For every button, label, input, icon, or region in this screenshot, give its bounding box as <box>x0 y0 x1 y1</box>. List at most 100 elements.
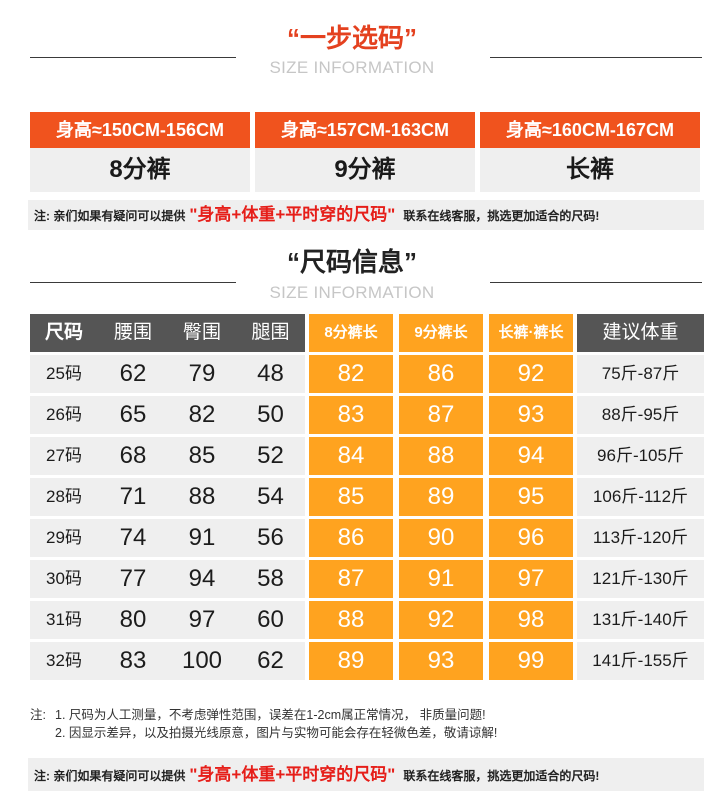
table-row: 29码 74 91 56 86 90 96 113斤-120斤 <box>30 519 704 557</box>
size-info-title: “尺码信息” <box>286 247 417 277</box>
thigh-cell: 58 <box>236 560 305 598</box>
height-range-label: 身高≈160CM-167CM <box>480 112 700 148</box>
note-suffix: 联系在线客服，挑选更加适合的尺码! <box>403 769 600 783</box>
waist-cell: 68 <box>98 437 168 475</box>
hip-cell: 97 <box>168 601 236 639</box>
divider-line-left <box>30 57 236 58</box>
length-8-cell: 85 <box>309 478 393 516</box>
header-length-8: 8分裤长 <box>309 314 393 352</box>
size-table: 尺码 腰围 臀围 腿围 8分裤长 9分裤长 长裤·裤长 建议体重 25码 62 … <box>30 314 704 680</box>
length-8-cell: 86 <box>309 519 393 557</box>
table-header-row: 尺码 腰围 臀围 腿围 8分裤长 9分裤长 长裤·裤长 建议体重 <box>30 314 704 352</box>
pant-length-label: 9分裤 <box>255 148 475 192</box>
thigh-cell: 60 <box>236 601 305 639</box>
length-9-cell: 86 <box>399 355 483 393</box>
thigh-cell: 52 <box>236 437 305 475</box>
weight-cell: 106斤-112斤 <box>577 478 704 516</box>
length-9-cell: 87 <box>399 396 483 434</box>
weight-cell: 131斤-140斤 <box>577 601 704 639</box>
note-item: 1. 尺码为人工测量，不考虑弹性范围，误差在1-2cm属正常情况， 非质量问题! <box>55 708 486 722</box>
fit-option-8: 身高≈150CM-156CM 8分裤 <box>30 112 250 192</box>
hip-cell: 79 <box>168 355 236 393</box>
length-8-cell: 84 <box>309 437 393 475</box>
length-8-cell: 89 <box>309 642 393 680</box>
note-prefix: 注: 亲们如果有疑问可以提供 <box>34 769 186 783</box>
thigh-cell: 62 <box>236 642 305 680</box>
notes-label: 注: <box>30 708 46 722</box>
table-row: 26码 65 82 50 83 87 93 88斤-95斤 <box>30 396 704 434</box>
hip-cell: 94 <box>168 560 236 598</box>
thigh-cell: 50 <box>236 396 305 434</box>
header-thigh: 腿围 <box>236 314 305 352</box>
note-highlight: "身高+体重+平时穿的尺码" <box>189 765 396 784</box>
height-range-label: 身高≈157CM-163CM <box>255 112 475 148</box>
waist-cell: 65 <box>98 396 168 434</box>
fit-option-full: 身高≈160CM-167CM 长裤 <box>480 112 700 192</box>
weight-cell: 113斤-120斤 <box>577 519 704 557</box>
length-full-cell: 97 <box>489 560 573 598</box>
size-selection-title: “一步选码” <box>286 23 417 53</box>
size-cell: 31码 <box>30 601 98 639</box>
length-9-cell: 93 <box>399 642 483 680</box>
hip-cell: 88 <box>168 478 236 516</box>
length-8-cell: 82 <box>309 355 393 393</box>
length-9-cell: 88 <box>399 437 483 475</box>
contact-note: 注: 亲们如果有疑问可以提供 "身高+体重+平时穿的尺码" 联系在线客服，挑选更加适… <box>28 200 704 230</box>
thigh-cell: 56 <box>236 519 305 557</box>
weight-cell: 96斤-105斤 <box>577 437 704 475</box>
thigh-cell: 48 <box>236 355 305 393</box>
size-cell: 25码 <box>30 355 98 393</box>
note-prefix: 注: 亲们如果有疑问可以提供 <box>34 209 186 223</box>
table-row: 32码 83 100 62 89 93 99 141斤-155斤 <box>30 642 704 680</box>
table-row: 27码 68 85 52 84 88 94 96斤-105斤 <box>30 437 704 475</box>
header-size: 尺码 <box>30 314 98 352</box>
size-cell: 32码 <box>30 642 98 680</box>
measurement-notes: 注: 1. 尺码为人工测量，不考虑弹性范围，误差在1-2cm属正常情况， 非质量… <box>30 706 700 746</box>
length-full-cell: 95 <box>489 478 573 516</box>
header-weight: 建议体重 <box>577 314 704 352</box>
waist-cell: 83 <box>98 642 168 680</box>
table-row: 30码 77 94 58 87 91 97 121斤-130斤 <box>30 560 704 598</box>
header-hip: 臀围 <box>168 314 236 352</box>
divider-line-left <box>30 282 236 283</box>
note-suffix: 联系在线客服，挑选更加适合的尺码! <box>403 209 600 223</box>
pant-length-label: 长裤 <box>480 148 700 192</box>
fit-option-9: 身高≈157CM-163CM 9分裤 <box>255 112 475 192</box>
hip-cell: 85 <box>168 437 236 475</box>
length-full-cell: 99 <box>489 642 573 680</box>
height-range-label: 身高≈150CM-156CM <box>30 112 250 148</box>
length-full-cell: 94 <box>489 437 573 475</box>
table-row: 31码 80 97 60 88 92 98 131斤-140斤 <box>30 601 704 639</box>
size-cell: 29码 <box>30 519 98 557</box>
weight-cell: 75斤-87斤 <box>577 355 704 393</box>
header-length-full: 长裤·裤长 <box>489 314 573 352</box>
divider-line-right <box>490 282 702 283</box>
size-cell: 27码 <box>30 437 98 475</box>
waist-cell: 74 <box>98 519 168 557</box>
length-8-cell: 83 <box>309 396 393 434</box>
hip-cell: 82 <box>168 396 236 434</box>
length-9-cell: 92 <box>399 601 483 639</box>
length-9-cell: 90 <box>399 519 483 557</box>
waist-cell: 77 <box>98 560 168 598</box>
weight-cell: 88斤-95斤 <box>577 396 704 434</box>
size-cell: 30码 <box>30 560 98 598</box>
thigh-cell: 54 <box>236 478 305 516</box>
header-waist: 腰围 <box>98 314 168 352</box>
length-8-cell: 87 <box>309 560 393 598</box>
header-length-9: 9分裤长 <box>399 314 483 352</box>
size-info-subtitle: SIZE INFORMATION <box>269 283 435 302</box>
weight-cell: 141斤-155斤 <box>577 642 704 680</box>
length-full-cell: 92 <box>489 355 573 393</box>
note-highlight: "身高+体重+平时穿的尺码" <box>189 205 396 224</box>
hip-cell: 100 <box>168 642 236 680</box>
divider-line-right <box>490 57 702 58</box>
table-row: 25码 62 79 48 82 86 92 75斤-87斤 <box>30 355 704 393</box>
footer-contact-note: 注: 亲们如果有疑问可以提供 "身高+体重+平时穿的尺码" 联系在线客服，挑选更加适… <box>28 758 704 791</box>
length-full-cell: 98 <box>489 601 573 639</box>
size-cell: 28码 <box>30 478 98 516</box>
waist-cell: 71 <box>98 478 168 516</box>
size-selection-subtitle: SIZE INFORMATION <box>269 58 435 77</box>
pant-length-label: 8分裤 <box>30 148 250 192</box>
hip-cell: 91 <box>168 519 236 557</box>
